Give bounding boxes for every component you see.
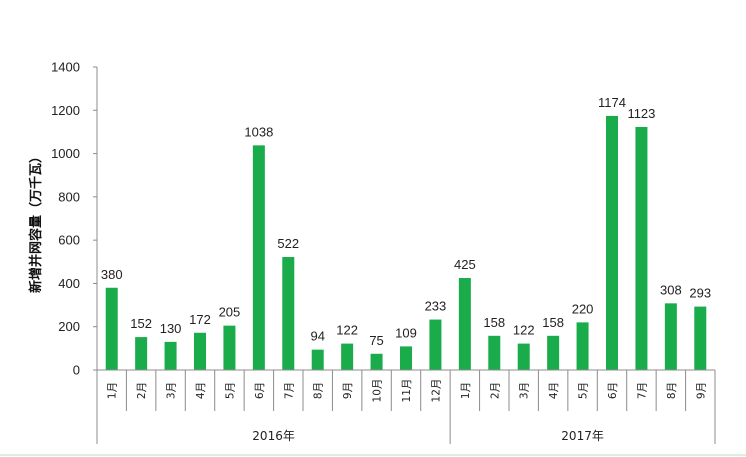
x-category-label: 5月 bbox=[578, 382, 590, 399]
data-label: 75 bbox=[369, 333, 383, 348]
data-label: 122 bbox=[513, 323, 535, 338]
data-label: 130 bbox=[160, 321, 182, 336]
x-category-label: 3月 bbox=[519, 382, 531, 399]
y-tick-label: 1400 bbox=[51, 60, 80, 75]
x-category-label: 2月 bbox=[136, 382, 148, 399]
bar bbox=[635, 126, 648, 370]
data-label: 158 bbox=[542, 315, 564, 330]
bar bbox=[694, 306, 707, 370]
data-label: 293 bbox=[689, 286, 711, 301]
x-category-label: 4月 bbox=[195, 382, 207, 399]
bar bbox=[311, 349, 324, 370]
x-category-label: 1月 bbox=[460, 382, 472, 399]
data-label: 1038 bbox=[244, 124, 273, 139]
x-category-label: 9月 bbox=[342, 382, 354, 399]
bar bbox=[223, 325, 236, 370]
bars bbox=[105, 115, 707, 370]
data-label: 308 bbox=[660, 282, 682, 297]
x-category-label: 5月 bbox=[224, 382, 236, 399]
bar bbox=[458, 278, 471, 370]
bar bbox=[105, 287, 118, 370]
x-category-label: 8月 bbox=[666, 382, 678, 399]
data-label: 172 bbox=[189, 312, 211, 327]
x-category-label: 4月 bbox=[548, 382, 560, 399]
y-tick-label: 400 bbox=[58, 276, 80, 291]
x-category-label: 12月 bbox=[430, 379, 442, 403]
x-category-label: 6月 bbox=[607, 382, 619, 399]
y-axis: 0 200 400 600 800 1000 1200 1400 bbox=[51, 60, 98, 378]
x-category-label: 9月 bbox=[695, 382, 707, 399]
data-label: 380 bbox=[101, 267, 123, 282]
data-label: 425 bbox=[454, 257, 476, 272]
x-group-label: 2016年 bbox=[252, 429, 295, 443]
y-axis-title-text: 新增并网容量（万千瓦） bbox=[28, 150, 44, 293]
x-category-label: 1月 bbox=[107, 382, 119, 399]
bar bbox=[252, 145, 265, 370]
y-tick-label: 600 bbox=[58, 233, 80, 248]
y-tick-label: 1200 bbox=[51, 103, 80, 118]
bar bbox=[282, 257, 295, 370]
x-category-label: 10月 bbox=[372, 379, 384, 403]
bar bbox=[517, 343, 530, 370]
x-axis: 1月 2月 3月 4月 5月 6月 7月 8月 9月 10月 11月 12月 2016年 1月 2月 3月 4月… bbox=[96, 369, 716, 444]
data-label: 1123 bbox=[627, 106, 655, 121]
x-category-label: 3月 bbox=[166, 382, 178, 399]
data-label: 94 bbox=[310, 329, 324, 344]
y-tick-label: 1000 bbox=[51, 146, 80, 161]
y-tick-label: 0 bbox=[73, 363, 80, 378]
y-tick-label: 800 bbox=[58, 189, 80, 204]
x-group-label: 2017年 bbox=[561, 429, 604, 443]
bar bbox=[400, 346, 412, 370]
bar bbox=[664, 303, 677, 370]
bar bbox=[135, 337, 148, 370]
bar bbox=[488, 335, 501, 370]
x-category-label: 8月 bbox=[313, 382, 325, 399]
x-category-label: 6月 bbox=[254, 382, 266, 399]
x-category-label: 7月 bbox=[636, 382, 648, 399]
data-label: 220 bbox=[572, 301, 594, 316]
bar bbox=[576, 322, 589, 370]
data-labels: 380 152 130 172 205 1038 522 94 122 75 109 233 425 15… bbox=[101, 95, 711, 348]
data-label: 122 bbox=[336, 323, 358, 338]
data-label: 152 bbox=[130, 316, 152, 331]
data-label: 522 bbox=[277, 236, 299, 251]
bar bbox=[606, 115, 618, 370]
y-tick-label: 200 bbox=[58, 319, 80, 334]
bar bbox=[164, 341, 177, 370]
x-category-label: 11月 bbox=[401, 379, 413, 403]
bar bbox=[547, 335, 560, 370]
data-label: 1174 bbox=[598, 95, 626, 110]
data-label: 158 bbox=[483, 315, 505, 330]
bar bbox=[429, 319, 442, 370]
data-label: 109 bbox=[395, 325, 417, 340]
bar bbox=[341, 343, 354, 370]
y-axis-title: 新增并网容量（万千瓦） bbox=[28, 150, 44, 293]
x-category-label: 7月 bbox=[283, 382, 295, 399]
bar bbox=[370, 353, 383, 370]
x-category-label: 2月 bbox=[489, 382, 501, 399]
bar bbox=[194, 332, 206, 370]
data-label: 233 bbox=[425, 299, 447, 314]
data-label: 205 bbox=[219, 305, 241, 320]
